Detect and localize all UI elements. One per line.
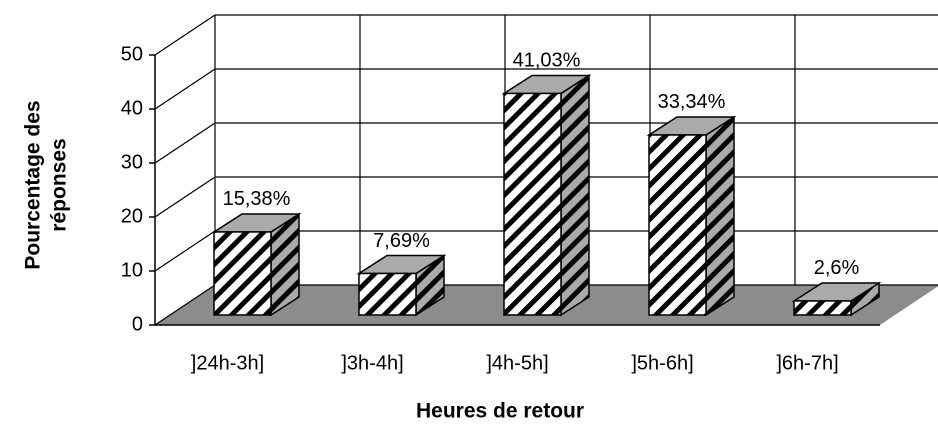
data-label: 15,38% <box>223 188 291 210</box>
y-axis-title: Pourcentage des <box>22 100 45 269</box>
bar-side <box>705 115 735 317</box>
grid-line <box>154 14 216 56</box>
x-tick-label: ]6h-7h] <box>776 352 838 374</box>
y-tick-label: 10 <box>121 259 143 281</box>
y-tick-label: 40 <box>121 97 143 119</box>
x-tick-label: ]24h-3h] <box>191 352 264 374</box>
bar <box>793 300 852 316</box>
y-axis-title: réponses <box>48 138 71 231</box>
y-tick-label: 50 <box>121 43 143 65</box>
x-tick-label: ]5h-6h] <box>631 352 693 374</box>
y-tick-label: 0 <box>132 313 143 335</box>
bar <box>358 272 417 316</box>
grid-line <box>154 230 216 272</box>
bar <box>648 134 707 316</box>
data-label: 33,34% <box>658 91 726 113</box>
data-label: 2,6% <box>814 257 860 279</box>
data-label: 7,69% <box>373 230 430 252</box>
bar <box>503 92 562 316</box>
data-label: 41,03% <box>513 50 581 72</box>
x-tick-label: ]4h-5h] <box>486 352 548 374</box>
grid-line <box>154 284 216 326</box>
y-tick-label: 30 <box>121 151 143 173</box>
y-tick-label: 20 <box>121 205 143 227</box>
bar-side <box>560 74 590 317</box>
grid-line <box>154 176 216 218</box>
grid-line <box>154 122 216 164</box>
x-tick-label: ]3h-4h] <box>341 352 403 374</box>
x-axis-title: Heures de retour <box>416 400 584 423</box>
bar <box>213 231 272 316</box>
grid-line <box>154 68 216 110</box>
